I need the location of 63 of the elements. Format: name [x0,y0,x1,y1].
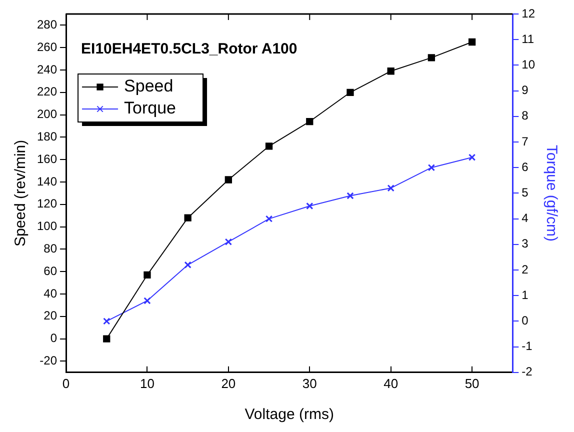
y2-tick-label: 2 [522,262,529,276]
legend-label: Torque [124,98,176,118]
y-tick-label: 120 [36,196,58,211]
y-tick-label: 100 [36,219,58,234]
y2-tick-label: 3 [522,236,529,251]
x-tick-label: 0 [62,376,70,391]
point [144,271,151,279]
y2-tick-label: 11 [522,32,534,46]
y-tick-label: 60 [44,264,58,278]
y2-tick-label: 4 [522,211,529,226]
x-tick-label: 10 [140,376,154,391]
y-tick-label: 40 [44,286,58,300]
y-tick-label: 160 [36,152,58,166]
point [387,68,394,75]
y-tick-label: 140 [36,174,58,188]
y2-tick-label: 0 [522,314,529,328]
y-tick-label: 80 [44,242,58,256]
y2-axis-title: Torque (gf/cm) [542,144,560,242]
y2-tick-label: -2 [522,364,533,379]
y-tick-label: 220 [36,84,58,99]
point [184,214,192,222]
point [224,176,232,184]
y2-tick-label: 9 [522,83,529,98]
y2-tick-label: 5 [522,186,529,200]
point [346,192,354,200]
x-tick-label: 20 [221,376,236,391]
point [468,154,476,161]
point [346,88,354,96]
y2-tick-label: -1 [522,339,533,354]
point [306,202,314,210]
y-tick-label: 200 [36,107,58,122]
point [265,142,273,150]
y-tick-label: -20 [40,354,58,368]
point [428,164,436,172]
y2-tick-label: 12 [522,6,536,20]
point [184,261,192,268]
x-tick-label: 40 [384,376,398,391]
legend-label: Speed [124,76,174,96]
y2-tick-label: 1 [522,288,529,302]
y-tick-label: 0 [50,331,58,346]
point [103,335,110,342]
point [306,118,314,126]
y-axis-title: Speed (rev/min) [12,140,30,247]
y-tick-label: 240 [36,62,58,76]
y2-tick-label: 7 [522,134,529,148]
point [265,215,273,222]
point [144,297,151,304]
x-axis-title: Voltage (rms) [244,406,334,424]
x-tick-label: 30 [302,376,317,391]
y2-tick-label: 8 [522,108,529,123]
y-tick-label: 280 [36,18,58,32]
y-tick-label: 20 [44,308,58,323]
y-tick-label: 180 [36,130,58,144]
y-tick-label: 260 [36,40,58,54]
point [468,38,476,46]
text: EI10EH4ET0.5CL3_Rotor A100 [81,40,298,58]
point [387,184,394,192]
y2-tick-label: 10 [522,58,536,72]
point [103,318,110,325]
x-tick-label: 50 [464,376,480,391]
point [428,54,436,62]
point [224,238,232,246]
y2-tick-label: 6 [522,160,529,174]
